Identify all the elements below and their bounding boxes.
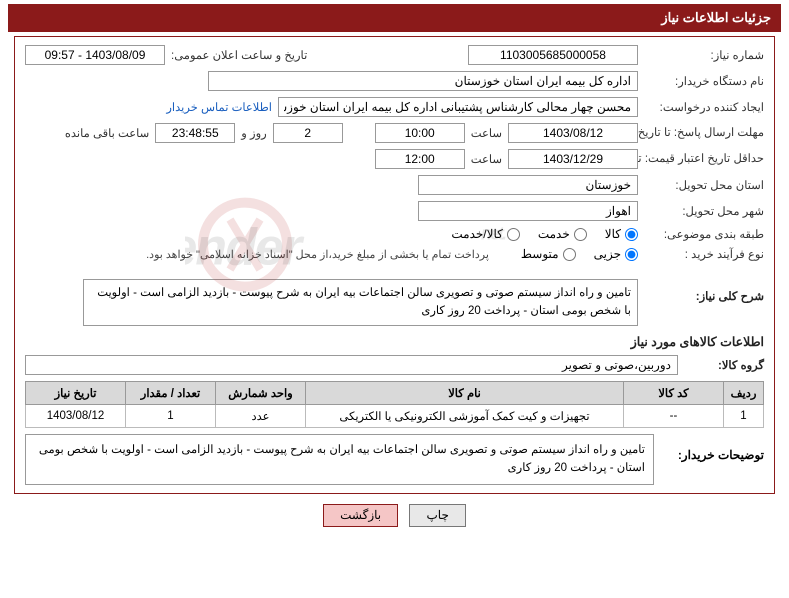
print-button[interactable]: چاپ (409, 504, 465, 527)
min-valid-time-field (375, 149, 465, 169)
buyer-note-label: توضیحات خریدار: (664, 434, 764, 462)
buyer-note-field: تامین و راه انداز سیستم صوتی و تصویری سا… (25, 434, 654, 485)
td-qty: 1 (126, 404, 216, 427)
goods-table: ردیف کد کالا نام کالا واحد شمارش تعداد /… (25, 381, 764, 428)
td-row: 1 (724, 404, 764, 427)
delivery-province-label: استان محل تحویل: (644, 178, 764, 192)
td-code: -- (624, 404, 724, 427)
contact-link[interactable]: اطلاعات تماس خریدار (166, 100, 272, 114)
back-button[interactable]: بازگشت (323, 504, 398, 527)
button-row: چاپ بازگشت (0, 504, 789, 527)
announce-field (25, 45, 165, 65)
days-and-label: روز و (241, 126, 266, 140)
radio-jozi-input[interactable] (625, 248, 638, 261)
th-unit: واحد شمارش (216, 381, 306, 404)
need-desc-label: شرح کلی نیاز: (644, 279, 764, 303)
group-label: گروه کالا: (684, 358, 764, 372)
deadline-send-label: مهلت ارسال پاسخ: تا تاریخ: (644, 126, 764, 141)
table-row: 1 -- تجهیزات و کیت کمک آموزشی الکترونیکی… (26, 404, 764, 427)
purchase-type-label: نوع فرآیند خرید : (644, 247, 764, 261)
announce-label: تاریخ و ساعت اعلان عمومی: (171, 48, 307, 62)
radio-motavaset-input[interactable] (563, 248, 576, 261)
min-valid-date-field (508, 149, 638, 169)
th-need-date: تاریخ نیاز (26, 381, 126, 404)
radio-khedmat-input[interactable] (574, 228, 587, 241)
goods-info-title: اطلاعات کالاهای مورد نیاز (25, 334, 764, 349)
countdown-field (155, 123, 235, 143)
main-panel: Aria Tender .net شماره نیاز: تاریخ و ساع… (14, 36, 775, 494)
delivery-city-field (418, 201, 638, 221)
need-no-label: شماره نیاز: (644, 48, 764, 62)
th-row: ردیف (724, 381, 764, 404)
td-need-date: 1403/08/12 (26, 404, 126, 427)
deadline-date-field (508, 123, 638, 143)
days-field (273, 123, 343, 143)
panel-header: جزئیات اطلاعات نیاز (8, 4, 781, 32)
radio-kala-khedmat-input[interactable] (507, 228, 520, 241)
buyer-org-field (208, 71, 638, 91)
need-desc-field: تامین و راه انداز سیستم صوتی و تصویری سا… (83, 279, 638, 326)
td-unit: عدد (216, 404, 306, 427)
radio-jozi[interactable]: جزیی (594, 247, 638, 261)
delivery-province-field (418, 175, 638, 195)
th-code: کد کالا (624, 381, 724, 404)
th-qty: تعداد / مقدار (126, 381, 216, 404)
buyer-org-label: نام دستگاه خریدار: (644, 74, 764, 88)
radio-kala-khedmat[interactable]: کالا/خدمت (451, 227, 519, 241)
time-label-1: ساعت (471, 126, 502, 140)
time-label-2: ساعت (471, 152, 502, 166)
purchase-note: پرداخت تمام یا بخشی از مبلغ خرید،از محل … (146, 248, 489, 261)
th-name: نام کالا (306, 381, 624, 404)
subject-class-label: طبقه بندی موضوعی: (644, 227, 764, 241)
delivery-city-label: شهر محل تحویل: (644, 204, 764, 218)
min-valid-label: حداقل تاریخ اعتبار قیمت: تا تاریخ: (644, 152, 764, 167)
radio-khedmat[interactable]: خدمت (538, 227, 587, 241)
radio-kala[interactable]: کالا (605, 227, 638, 241)
radio-kala-input[interactable] (625, 228, 638, 241)
deadline-time-field (375, 123, 465, 143)
td-name: تجهیزات و کیت کمک آموزشی الکترونیکی یا ا… (306, 404, 624, 427)
radio-motavaset[interactable]: متوسط (521, 247, 576, 261)
header-title: جزئیات اطلاعات نیاز (661, 10, 771, 25)
group-field (25, 355, 678, 375)
need-no-field (468, 45, 638, 65)
remain-label: ساعت باقی مانده (65, 126, 149, 140)
requester-field (278, 97, 638, 117)
requester-label: ایجاد کننده درخواست: (644, 100, 764, 114)
